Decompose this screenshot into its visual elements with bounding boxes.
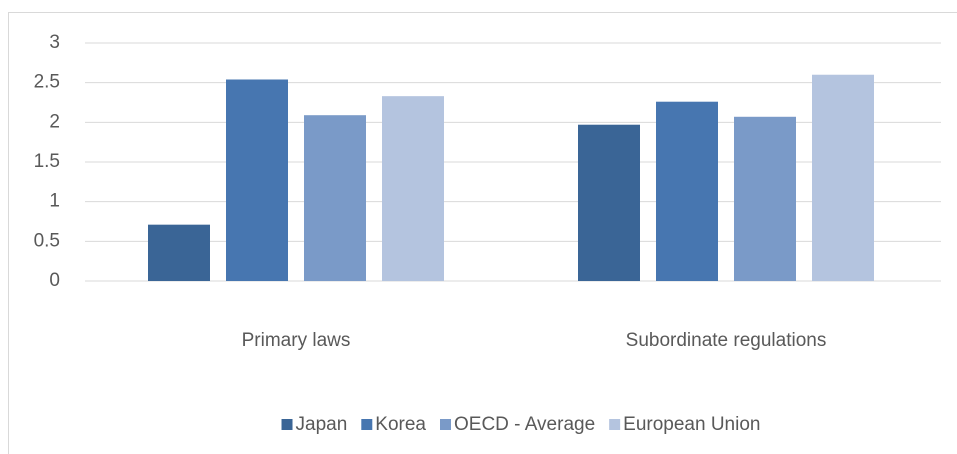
y-tick-label: 2 [49,111,60,132]
bar [734,116,796,281]
bar [656,101,718,281]
y-tick-label: 1.5 [34,151,60,172]
bar [226,79,288,281]
legend-swatch [440,419,451,430]
bar [304,115,366,282]
legend-swatch [361,419,373,430]
y-tick-label: 0 [49,270,60,291]
legend-label: OECD - Average [454,414,595,435]
bar [812,74,874,281]
bar [578,124,640,281]
chart-border [8,12,957,454]
y-tick-label: 0.5 [34,230,60,251]
bar [148,224,210,281]
y-tick-label: 2.5 [34,72,60,93]
legend-label: European Union [623,414,760,435]
legend-swatch [281,419,293,430]
legend-label: Japan [296,414,348,435]
legend-label: Korea [375,414,426,435]
bar [382,96,444,281]
y-tick-label: 3 [49,32,60,53]
x-tick-label: Subordinate regulations [626,330,827,351]
x-tick-label: Primary laws [242,330,351,351]
y-tick-label: 1 [49,191,60,212]
legend-swatch [609,419,621,430]
